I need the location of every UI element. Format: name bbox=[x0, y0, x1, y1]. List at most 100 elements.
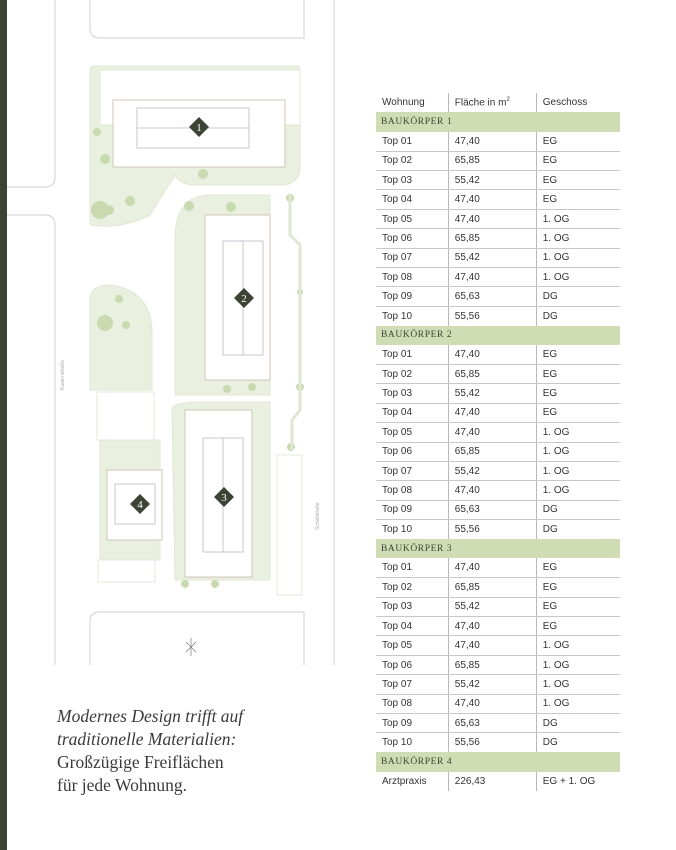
table-row: Top 02 65,85 EG bbox=[376, 151, 620, 172]
area-cell: 47,40 bbox=[447, 131, 537, 152]
floor-cell: EG bbox=[535, 577, 620, 598]
section-title: BAUKÖRPER 1 bbox=[376, 112, 620, 132]
tagline-line-3: Großzügige Freiflächen bbox=[57, 752, 224, 772]
floor-cell: 1. OG bbox=[535, 248, 620, 269]
unit-cell: Arztpraxis bbox=[382, 775, 427, 787]
table-row: Top 01 47,40 EG bbox=[376, 345, 620, 365]
building-label-4: 4 bbox=[137, 499, 143, 511]
unit-cell: Top 07 bbox=[376, 248, 449, 269]
floor-cell: EG bbox=[535, 383, 620, 404]
table-row: Top 03 55,42 EG bbox=[376, 383, 620, 404]
unit-cell: Top 01 bbox=[376, 558, 449, 579]
area-cell: 47,40 bbox=[447, 616, 537, 637]
unit-cell: Top 07 bbox=[376, 674, 449, 695]
table-row: Top 10 55,56 DG bbox=[376, 732, 620, 753]
table-row: Arztpraxis 226,43 EG + 1. OG bbox=[376, 771, 620, 792]
table-row: Top 02 65,85 EG bbox=[376, 577, 620, 598]
area-cell: 65,85 bbox=[447, 228, 537, 249]
area-cell: 55,42 bbox=[447, 461, 537, 482]
table-row: Top 09 65,63 DG bbox=[376, 286, 620, 307]
unit-cell: Top 02 bbox=[376, 577, 449, 598]
area-cell: 65,85 bbox=[447, 364, 537, 385]
area-cell: 47,40 bbox=[447, 422, 537, 443]
area-cell: 226,43 bbox=[447, 771, 537, 792]
area-cell: 55,42 bbox=[447, 248, 537, 269]
floor-cell: 1. OG bbox=[535, 480, 620, 501]
table-row: Top 04 47,40 EG bbox=[376, 189, 620, 210]
floor-cell: EG bbox=[535, 189, 620, 210]
unit-cell: Top 04 bbox=[376, 616, 449, 637]
area-cell: 47,40 bbox=[447, 209, 537, 230]
unit-cell: Top 01 bbox=[376, 131, 449, 152]
header-geschoss: Geschoss bbox=[535, 93, 620, 113]
table-row: Top 07 55,42 1. OG bbox=[376, 674, 620, 695]
tagline-line-4: für jede Wohnung. bbox=[57, 775, 187, 795]
unit-cell: Top 05 bbox=[376, 209, 449, 230]
floor-cell: EG bbox=[535, 345, 620, 365]
accent-bar bbox=[0, 0, 7, 850]
tagline: Modernes Design trifft auf traditionelle… bbox=[57, 705, 243, 797]
area-cell: 47,40 bbox=[447, 558, 537, 579]
table-row: Top 04 47,40 EG bbox=[376, 403, 620, 424]
floor-cell: 1. OG bbox=[535, 655, 620, 676]
unit-cell: Top 03 bbox=[376, 170, 449, 191]
table-row: Top 08 47,40 1. OG bbox=[376, 267, 620, 288]
unit-cell: Top 08 bbox=[376, 694, 449, 715]
table-row: Top 08 47,40 1. OG bbox=[376, 480, 620, 501]
tagline-line-1: Modernes Design trifft auf bbox=[57, 706, 244, 726]
table-row: Top 05 47,40 1. OG bbox=[376, 422, 620, 443]
section-title: BAUKÖRPER 4 bbox=[376, 752, 620, 772]
table-row: Top 06 65,85 1. OG bbox=[376, 655, 620, 676]
area-cell: 55,56 bbox=[447, 732, 537, 753]
table-row: Top 06 65,85 1. OG bbox=[376, 442, 620, 462]
area-cell: 55,42 bbox=[447, 674, 537, 695]
floor-cell: 1. OG bbox=[535, 694, 620, 715]
table-row: Top 03 55,42 EG bbox=[376, 170, 620, 191]
building-label-3: 3 bbox=[221, 492, 227, 504]
area-cell: 55,42 bbox=[447, 597, 537, 618]
area-cell: 47,40 bbox=[447, 480, 537, 501]
table-row: Top 10 55,56 DG bbox=[376, 306, 620, 326]
floor-cell: 1. OG bbox=[535, 635, 620, 656]
floor-cell: EG + 1. OG bbox=[535, 771, 620, 792]
table-row: Top 05 47,40 1. OG bbox=[376, 635, 620, 656]
section-header: BAUKÖRPER 3 bbox=[376, 538, 620, 559]
area-cell: 65,85 bbox=[447, 151, 537, 172]
floor-cell: EG bbox=[535, 597, 620, 618]
floor-cell: DG bbox=[535, 306, 620, 326]
table-row: Top 02 65,85 EG bbox=[376, 364, 620, 385]
unit-cell: Top 08 bbox=[376, 480, 449, 501]
table-row: Top 07 55,42 1. OG bbox=[376, 461, 620, 482]
floor-cell: EG bbox=[535, 616, 620, 637]
table-row: Top 06 65,85 1. OG bbox=[376, 228, 620, 249]
street-label-right: Schollstraße bbox=[315, 502, 321, 530]
apartment-table: Wohnung Fläche in m2 Geschoss BAUKÖRPER … bbox=[376, 93, 620, 792]
unit-cell: Top 09 bbox=[376, 500, 449, 521]
unit-cell: Top 03 bbox=[376, 383, 449, 404]
header-flaeche: Fläche in m2 bbox=[447, 93, 537, 113]
area-cell: 65,63 bbox=[447, 713, 537, 734]
area-cell: 55,56 bbox=[447, 306, 537, 326]
area-cell: 65,85 bbox=[447, 442, 537, 462]
floor-cell: DG bbox=[535, 732, 620, 753]
table-row: Top 05 47,40 1. OG bbox=[376, 209, 620, 230]
unit-cell: Top 05 bbox=[376, 635, 449, 656]
table-row: Top 01 47,40 EG bbox=[376, 558, 620, 579]
unit-cell: Top 09 bbox=[376, 713, 449, 734]
area-cell: 55,42 bbox=[447, 170, 537, 191]
section-title: BAUKÖRPER 2 bbox=[376, 325, 620, 346]
table-row: Top 04 47,40 EG bbox=[376, 616, 620, 637]
floor-cell: DG bbox=[535, 519, 620, 539]
building-label-1: 1 bbox=[196, 122, 202, 134]
section-header: BAUKÖRPER 2 bbox=[376, 325, 620, 346]
unit-cell: Top 03 bbox=[376, 597, 449, 618]
area-cell: 65,85 bbox=[447, 655, 537, 676]
unit-cell: Top 05 bbox=[376, 422, 449, 443]
floor-cell: EG bbox=[535, 364, 620, 385]
building-label-2: 2 bbox=[241, 293, 247, 305]
tagline-line-2: traditionelle Materialien: bbox=[57, 729, 237, 749]
area-cell: 65,85 bbox=[447, 577, 537, 598]
floor-cell: EG bbox=[535, 151, 620, 172]
floor-cell: DG bbox=[535, 713, 620, 734]
floor-cell: DG bbox=[535, 500, 620, 521]
